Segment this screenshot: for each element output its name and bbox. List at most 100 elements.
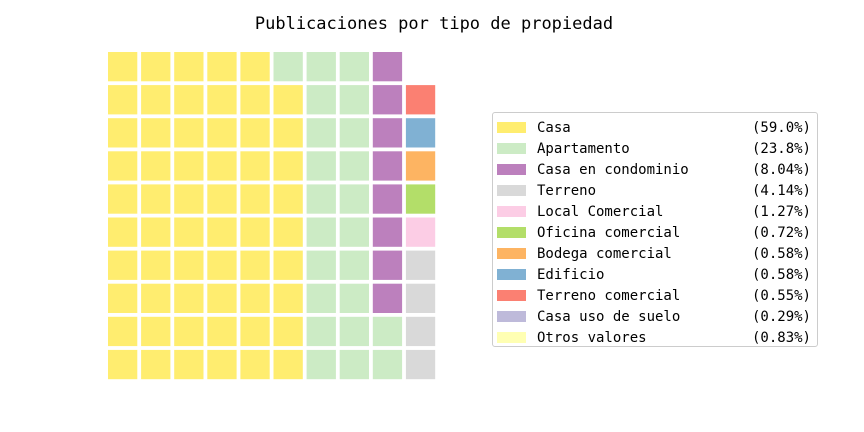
- legend-swatch: [497, 248, 526, 259]
- waffle-block: [307, 85, 336, 114]
- waffle-block: [307, 52, 336, 81]
- waffle-block: [340, 151, 369, 180]
- waffle-block: [340, 317, 369, 346]
- waffle-block: [340, 350, 369, 379]
- legend-label: Apartamento: [537, 141, 752, 157]
- waffle-block: [274, 151, 303, 180]
- waffle-block: [207, 251, 236, 280]
- legend-percent: (0.29%): [752, 309, 811, 325]
- legend-percent: (0.83%): [752, 330, 811, 346]
- waffle-block: [307, 218, 336, 247]
- waffle-block: [274, 52, 303, 81]
- waffle-block: [406, 85, 435, 114]
- legend-item: Terreno (4.14%): [497, 180, 811, 201]
- legend-item: Otros valores (0.83%): [497, 327, 811, 348]
- waffle-block: [274, 350, 303, 379]
- waffle-block: [406, 350, 435, 379]
- legend-label: Casa uso de suelo: [537, 309, 752, 325]
- waffle-block: [240, 118, 269, 147]
- legend-percent: (0.55%): [752, 288, 811, 304]
- waffle-block: [174, 52, 203, 81]
- waffle-block: [274, 218, 303, 247]
- waffle-block: [207, 284, 236, 313]
- waffle-block: [207, 218, 236, 247]
- waffle-block: [307, 251, 336, 280]
- legend-item: Local Comercial (1.27%): [497, 201, 811, 222]
- waffle-block: [406, 118, 435, 147]
- waffle-block: [141, 284, 170, 313]
- waffle-block: [174, 350, 203, 379]
- waffle-block: [108, 118, 137, 147]
- waffle-block: [141, 350, 170, 379]
- waffle-block: [174, 218, 203, 247]
- waffle-block: [108, 184, 137, 213]
- waffle-block: [141, 218, 170, 247]
- waffle-block: [108, 218, 137, 247]
- waffle-block: [406, 218, 435, 247]
- waffle-block: [307, 151, 336, 180]
- waffle-block: [207, 52, 236, 81]
- waffle-block: [108, 317, 137, 346]
- waffle-block: [108, 151, 137, 180]
- waffle-block: [373, 317, 402, 346]
- legend-label: Local Comercial: [537, 204, 752, 220]
- waffle-block: [207, 151, 236, 180]
- waffle-block: [207, 85, 236, 114]
- waffle-block: [240, 317, 269, 346]
- waffle-block: [373, 284, 402, 313]
- waffle-block: [406, 184, 435, 213]
- waffle-block: [174, 317, 203, 346]
- legend-percent: (1.27%): [752, 204, 811, 220]
- legend-item: Casa (59.0%): [497, 117, 811, 138]
- waffle-block: [307, 350, 336, 379]
- waffle-block: [373, 184, 402, 213]
- waffle-block: [340, 184, 369, 213]
- legend-item: Apartamento (23.8%): [497, 138, 811, 159]
- waffle-block: [307, 284, 336, 313]
- waffle-block: [174, 284, 203, 313]
- legend-label: Casa: [537, 120, 752, 136]
- legend-item: Casa uso de suelo (0.29%): [497, 306, 811, 327]
- waffle-block: [174, 85, 203, 114]
- waffle-block: [373, 52, 402, 81]
- legend-label: Terreno: [537, 183, 752, 199]
- waffle-block: [340, 284, 369, 313]
- legend-label: Casa en condominio: [537, 162, 752, 178]
- waffle-block: [307, 317, 336, 346]
- legend-swatch: [497, 311, 526, 322]
- waffle-block: [240, 218, 269, 247]
- waffle-block: [240, 151, 269, 180]
- waffle-block: [240, 184, 269, 213]
- waffle-block: [240, 85, 269, 114]
- waffle-block: [373, 251, 402, 280]
- waffle-block: [274, 118, 303, 147]
- legend-swatch: [497, 290, 526, 301]
- waffle-block: [274, 184, 303, 213]
- waffle-block: [340, 85, 369, 114]
- waffle-block: [240, 350, 269, 379]
- waffle-block: [207, 350, 236, 379]
- waffle-block: [174, 184, 203, 213]
- legend-label: Terreno comercial: [537, 288, 752, 304]
- waffle-block: [340, 118, 369, 147]
- legend-swatch: [497, 122, 526, 133]
- waffle-block: [141, 85, 170, 114]
- legend-label: Oficina comercial: [537, 225, 752, 241]
- legend-swatch: [497, 164, 526, 175]
- waffle-block: [141, 151, 170, 180]
- legend-swatch: [497, 269, 526, 280]
- waffle-block: [373, 118, 402, 147]
- waffle-block: [108, 52, 137, 81]
- legend-item: Terreno comercial (0.55%): [497, 285, 811, 306]
- legend-percent: (4.14%): [752, 183, 811, 199]
- legend-swatch: [497, 143, 526, 154]
- waffle-block: [207, 317, 236, 346]
- waffle-block: [406, 317, 435, 346]
- waffle-block: [108, 251, 137, 280]
- waffle-block: [373, 151, 402, 180]
- waffle-block: [207, 118, 236, 147]
- legend-percent: (0.58%): [752, 246, 811, 262]
- waffle-block: [406, 251, 435, 280]
- waffle-block: [373, 218, 402, 247]
- legend-label: Otros valores: [537, 330, 752, 346]
